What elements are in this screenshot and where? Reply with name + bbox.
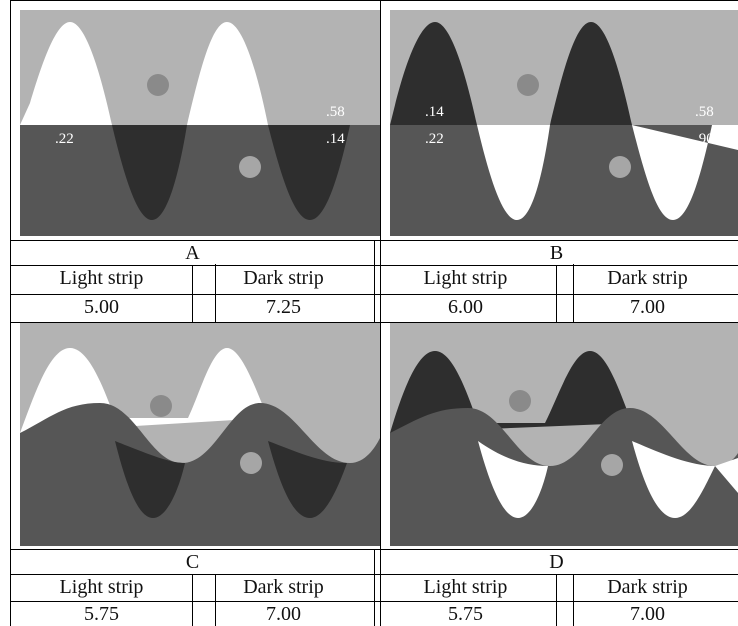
figure-b-label-right-bottom: .90 xyxy=(695,131,714,147)
figure-c-disk-bottom xyxy=(240,452,262,474)
figure-a-label-left-bottom: .22 xyxy=(55,131,74,147)
figure-b-dark-strip-header: Dark strip xyxy=(556,266,738,294)
figure-d-light-strip-value: 5.75 xyxy=(374,602,556,626)
figure-a-dark-strip-value: 7.25 xyxy=(192,295,374,322)
figure-a-label: A xyxy=(10,241,374,265)
figure-label-row-top: A B xyxy=(10,240,738,265)
figure-d-dark-strip-header: Dark strip xyxy=(556,575,738,601)
figure-b-image: .14 .22 .58 .90 xyxy=(390,10,738,236)
figure-d-disk-top xyxy=(509,390,531,412)
figure-b-label-right-top: .58 xyxy=(695,104,714,120)
figure-c-dark-strip-header: Dark strip xyxy=(192,575,374,601)
strip-value-row-bottom: 5.75 7.00 5.75 7.00 xyxy=(10,601,738,626)
frame-table-top-divider-a xyxy=(215,264,216,322)
figure-label-row-bottom: C D xyxy=(10,549,738,574)
strip-value-row-top: 5.00 7.25 6.00 7.00 xyxy=(10,294,738,323)
figure-b-wave-dark xyxy=(390,22,632,125)
figure-b-light-strip-value: 6.00 xyxy=(374,295,556,322)
figure-a-label-right-bottom: .14 xyxy=(326,131,345,147)
figure-c-light-strip-header: Light strip xyxy=(10,575,192,601)
figure-d-wave-white xyxy=(478,441,738,518)
figure-a-dark-strip-header: Dark strip xyxy=(192,266,374,294)
figure-a-disk-top xyxy=(147,74,169,96)
figure-a-light-strip-header: Light strip xyxy=(10,266,192,294)
figure-b-label: B xyxy=(374,241,738,265)
figure-b-disk-bottom xyxy=(609,156,631,178)
figure-d-image xyxy=(390,323,738,546)
figure-b-light-strip-header: Light strip xyxy=(374,266,556,294)
strip-header-row-bottom: Light strip Dark strip Light strip Dark … xyxy=(10,574,738,601)
figure-b-wave-white xyxy=(477,125,738,220)
frame-table-top-divider-b xyxy=(573,264,574,322)
figure-a-disk-bottom xyxy=(239,156,261,178)
figure-d-dark-region xyxy=(390,408,738,546)
figure-c-image xyxy=(20,323,380,546)
figure-a-wave-dark xyxy=(112,125,350,220)
figure-b-label-left-top: .14 xyxy=(425,104,444,120)
figure-a-image: .90 .22 .58 .14 xyxy=(20,10,380,236)
frame-middle-line xyxy=(380,0,381,626)
figure-d-light-strip-header: Light strip xyxy=(374,575,556,601)
figure-a-light-strip-value: 5.00 xyxy=(10,295,192,322)
figure-d-disk-bottom xyxy=(601,454,623,476)
figure-c-dark-region xyxy=(20,403,380,546)
figure-c-label: C xyxy=(10,550,374,574)
figure-c-disk-top xyxy=(150,395,172,417)
figure-c-dark-strip-value: 7.00 xyxy=(192,602,374,626)
frame-table-bottom-divider-c xyxy=(215,575,216,626)
figure-d-label: D xyxy=(374,550,738,574)
figure-b-disk-top xyxy=(517,74,539,96)
frame-top-line xyxy=(10,0,738,1)
figure-c-light-strip-value: 5.75 xyxy=(10,602,192,626)
figure-a-wave-light xyxy=(20,22,268,125)
figure-a-label-left-top: .90 xyxy=(55,104,74,120)
figure-b-dark-strip-value: 7.00 xyxy=(556,295,738,322)
figure-b-label-left-bottom: .22 xyxy=(425,131,444,147)
frame-table-bottom-divider-d xyxy=(573,575,574,626)
figure-d-dark-strip-value: 7.00 xyxy=(556,602,738,626)
figure-a-label-right-top: .58 xyxy=(326,104,345,120)
strip-header-row-top: Light strip Dark strip Light strip Dark … xyxy=(10,265,738,294)
figure-c-wave-dark xyxy=(115,441,347,518)
